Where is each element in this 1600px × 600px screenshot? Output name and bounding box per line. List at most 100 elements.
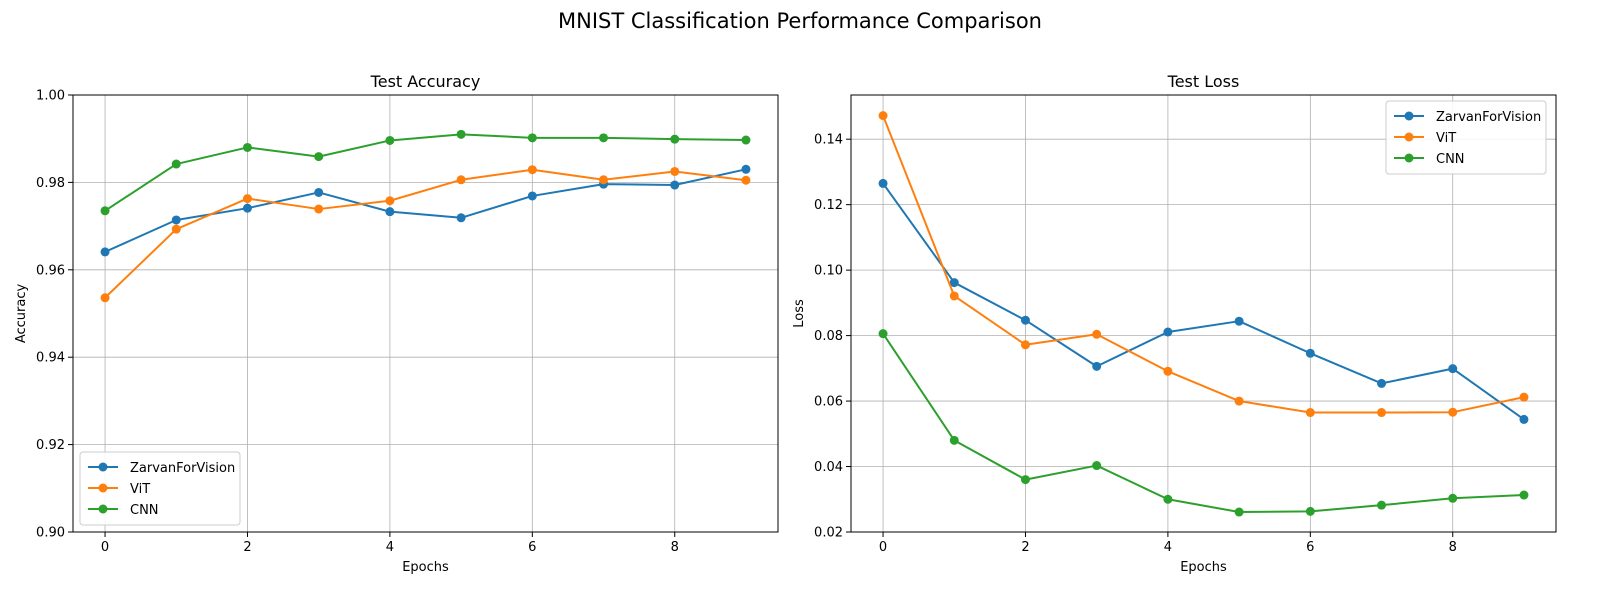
data-point: [314, 152, 324, 162]
x-tick-label: 4: [1164, 540, 1172, 555]
x-tick-label: 4: [386, 540, 394, 555]
data-point: [456, 175, 466, 185]
figure-title: MNIST Classification Performance Compari…: [558, 9, 1042, 33]
axes-frame: [850, 94, 1557, 533]
data-point: [242, 142, 252, 152]
chart-title: Test Accuracy: [370, 72, 481, 91]
y-tick-label: 0.98: [36, 176, 65, 191]
data-point: [1305, 408, 1315, 418]
legend-label: ViT: [130, 482, 150, 497]
data-point: [1092, 461, 1102, 471]
legend-label: ZarvanForVision: [1436, 110, 1541, 125]
series-line: [882, 333, 1525, 514]
data-point: [670, 180, 680, 190]
y-tick-label: 0.96: [36, 263, 65, 278]
data-point: [1163, 327, 1173, 337]
data-point: [599, 175, 609, 185]
data-point: [385, 135, 395, 145]
data-point: [527, 191, 537, 201]
data-point: [670, 166, 680, 176]
data-point: [741, 164, 751, 174]
data-point: [670, 134, 680, 144]
data-point: [1305, 348, 1315, 358]
data-point: [878, 329, 888, 339]
data-point: [1234, 507, 1244, 517]
data-point: [171, 215, 181, 225]
data-point: [741, 175, 751, 185]
data-point: [314, 187, 324, 197]
data-point: [1163, 366, 1173, 376]
data-point: [1092, 361, 1102, 371]
data-point: [1377, 378, 1387, 388]
series-line: [104, 168, 747, 299]
data-point: [1234, 396, 1244, 406]
x-tick-label: 8: [1449, 540, 1457, 555]
y-tick-label: 1.00: [36, 89, 65, 104]
legend-swatch-marker: [1404, 153, 1414, 163]
series-line: [882, 182, 1525, 421]
x-tick-label: 0: [101, 540, 109, 555]
data-point: [949, 435, 959, 445]
y-tick-label: 0.04: [814, 460, 843, 475]
data-point: [949, 278, 959, 288]
y-tick-label: 0.02: [814, 526, 843, 541]
data-point: [1234, 316, 1244, 326]
legend-label: ViT: [1436, 131, 1456, 146]
data-point: [100, 247, 110, 257]
data-point: [171, 224, 181, 234]
legend-swatch-marker: [98, 504, 108, 514]
x-tick-label: 2: [1021, 540, 1029, 555]
x-tick-label: 2: [243, 540, 251, 555]
y-axis-label: Loss: [792, 299, 807, 328]
data-point: [1519, 490, 1529, 500]
data-point: [314, 204, 324, 214]
data-point: [1305, 506, 1315, 516]
data-point: [1519, 392, 1529, 402]
series-line: [882, 115, 1525, 414]
data-point: [599, 133, 609, 143]
data-point: [878, 111, 888, 121]
data-point: [527, 133, 537, 143]
data-point: [1020, 340, 1030, 350]
legend-swatch-marker: [1404, 132, 1414, 142]
data-point: [1163, 494, 1173, 504]
accuracy-chart: 0 2 4 6 8 0.90 0.92 0.94 0.96 0.98 1.00 Test Accura…: [14, 72, 779, 575]
y-tick-label: 0.12: [814, 198, 843, 213]
x-tick-label: 6: [528, 540, 536, 555]
legend-label: CNN: [1436, 152, 1465, 167]
data-point: [1448, 493, 1458, 503]
y-tick-label: 0.08: [814, 329, 843, 344]
x-axis-label: Epochs: [1180, 560, 1227, 575]
data-point: [1448, 364, 1458, 374]
y-tick-label: 0.90: [36, 526, 65, 541]
data-point: [1377, 408, 1387, 418]
legend-label: CNN: [130, 503, 159, 518]
data-point: [1020, 315, 1030, 325]
x-axis-label: Epochs: [402, 560, 449, 575]
legend-swatch-marker: [98, 462, 108, 472]
data-point: [1092, 329, 1102, 339]
legend-box: [1385, 100, 1547, 175]
data-point: [741, 135, 751, 145]
data-point: [1519, 414, 1529, 424]
data-point: [242, 203, 252, 213]
x-tick-label: 0: [879, 540, 887, 555]
data-point: [1448, 407, 1458, 417]
data-point: [385, 207, 395, 217]
legend-box: [79, 451, 241, 526]
y-axis-label: Accuracy: [14, 284, 29, 344]
y-tick-label: 0.14: [814, 133, 843, 148]
data-point: [1020, 475, 1030, 485]
data-point: [527, 165, 537, 175]
y-tick-label: 0.94: [36, 351, 65, 366]
legend: ZarvanForVision ViT CNN: [1385, 100, 1547, 175]
x-tick-label: 8: [671, 540, 679, 555]
legend-swatch-marker: [1404, 111, 1414, 121]
axes-frame: [72, 94, 779, 533]
data-point: [949, 291, 959, 301]
data-point: [171, 159, 181, 169]
data-point: [1377, 500, 1387, 510]
data-point: [242, 194, 252, 204]
